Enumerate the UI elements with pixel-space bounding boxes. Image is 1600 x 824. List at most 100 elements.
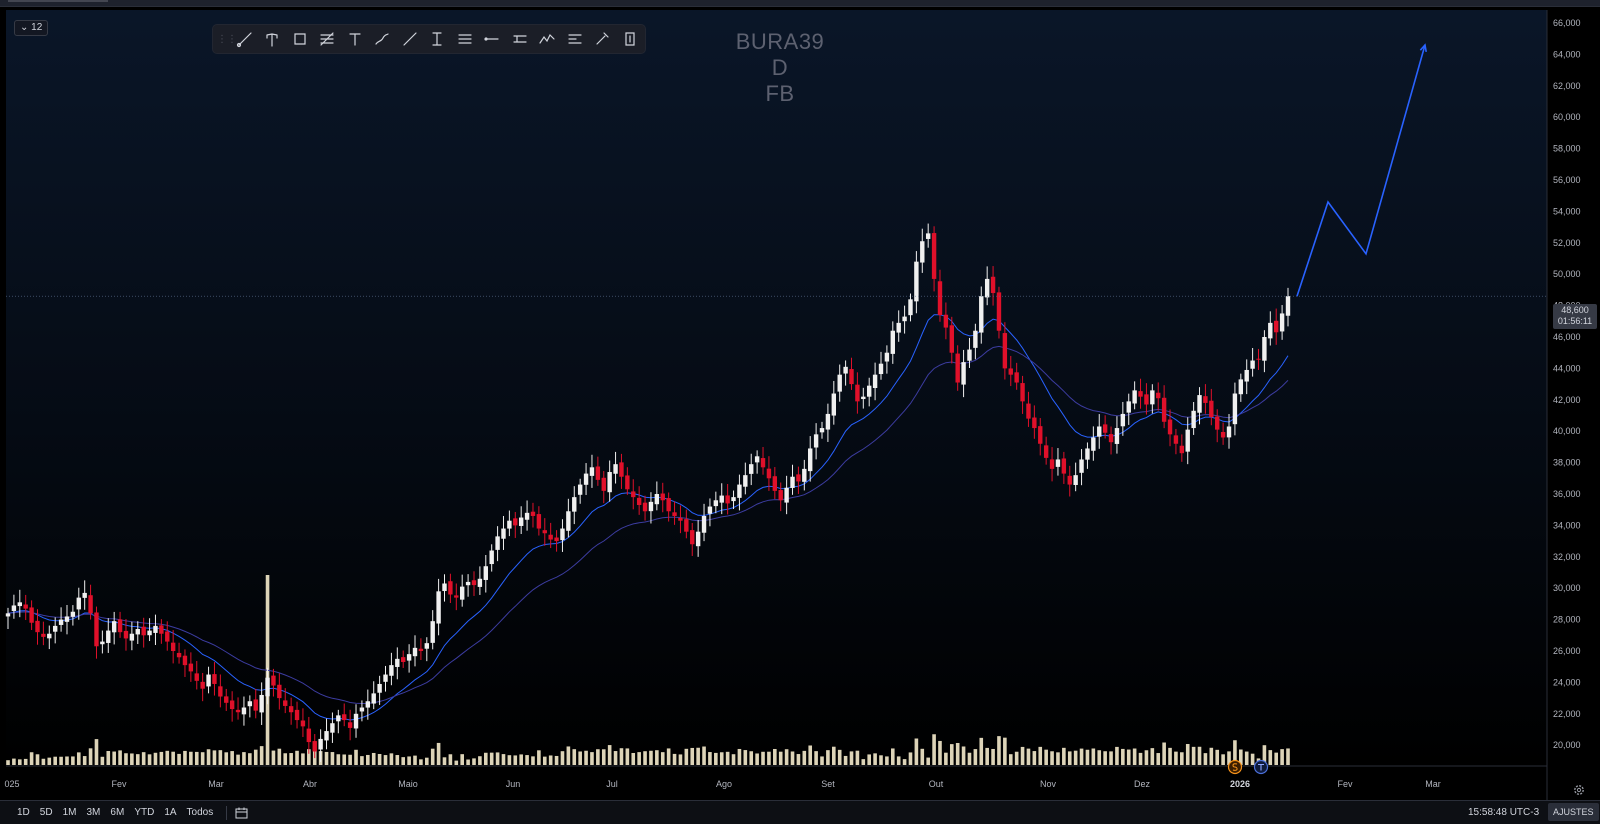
candle[interactable] [749,453,754,486]
candle[interactable] [595,456,601,486]
candle[interactable] [1067,465,1072,497]
candle[interactable] [642,495,648,521]
candle[interactable] [1061,451,1067,484]
candle[interactable] [1138,378,1143,409]
candle[interactable] [636,486,642,515]
candlesticks[interactable] [5,223,1291,762]
candle[interactable] [908,293,913,322]
candle[interactable] [766,456,772,491]
candle[interactable] [654,481,660,511]
brush-icon[interactable] [369,28,397,50]
candle[interactable] [855,372,860,414]
candle[interactable] [347,709,353,741]
candle[interactable] [377,675,382,705]
candle[interactable] [300,708,306,738]
candle[interactable] [41,621,46,646]
candle[interactable] [241,696,247,726]
candle[interactable] [1020,375,1025,414]
candle[interactable] [1156,382,1161,411]
candle[interactable] [1002,322,1008,380]
candle[interactable] [990,266,996,306]
range-1d-button[interactable]: 1D [17,807,30,818]
candle[interactable] [802,459,807,491]
candle[interactable] [1014,362,1019,390]
candle[interactable] [471,571,477,596]
candle[interactable] [701,503,707,542]
candle[interactable] [831,380,837,425]
candle[interactable] [288,697,294,725]
candle[interactable] [206,666,211,694]
candle[interactable] [247,695,253,718]
candle[interactable] [117,611,123,638]
candle[interactable] [395,647,400,680]
candle[interactable] [312,734,317,759]
candle[interactable] [937,269,943,322]
candle[interactable] [530,502,536,528]
candle[interactable] [1232,382,1238,436]
candle[interactable] [47,625,52,650]
candle[interactable] [1167,409,1173,447]
candle[interactable] [920,228,925,273]
candle[interactable] [837,364,842,402]
candle[interactable] [931,226,937,292]
candle[interactable] [695,519,701,557]
range-5d-button[interactable]: 5D [39,807,53,818]
candle[interactable] [743,462,748,495]
projection-path[interactable] [1296,43,1428,297]
earnings-marker-icon[interactable] [1253,759,1269,775]
candle[interactable] [1226,414,1232,449]
event-markers[interactable] [1227,759,1269,775]
candle[interactable] [436,578,441,636]
candle[interactable] [1262,330,1267,373]
candle[interactable] [430,610,435,650]
candle[interactable] [1097,414,1102,449]
range-1a-button[interactable]: 1A [164,807,177,818]
candle[interactable] [1120,401,1126,436]
candle[interactable] [713,491,719,514]
candle[interactable] [1279,305,1285,340]
candle[interactable] [111,611,117,645]
candle[interactable] [212,662,217,696]
ray-icon[interactable] [396,28,424,50]
candle[interactable] [684,509,689,539]
candle[interactable] [955,345,960,391]
dividend-marker-icon[interactable] [1227,759,1243,775]
candle[interactable] [1161,385,1167,429]
time-axis[interactable]: 025 Fev Mar Abr Maio Jun Jul Ago Set Out Nov Dez 202… [4,779,1440,789]
text-icon[interactable] [341,28,369,50]
candle[interactable] [666,492,671,522]
candle[interactable] [1085,442,1090,469]
projection-line[interactable] [1296,44,1426,297]
candle[interactable] [200,672,205,702]
window-tab[interactable] [8,0,108,2]
candle[interactable] [294,701,300,729]
candle[interactable] [412,635,418,667]
candle[interactable] [678,505,683,534]
candle[interactable] [566,498,571,538]
ma-slow-line[interactable] [7,345,1289,705]
candle[interactable] [1238,373,1244,402]
candle[interactable] [194,661,199,690]
candle[interactable] [459,574,465,607]
candle[interactable] [719,483,724,515]
candle[interactable] [1268,311,1273,346]
candle[interactable] [524,500,530,531]
candle[interactable] [1108,426,1114,455]
candle[interactable] [271,668,276,697]
candle[interactable] [872,362,878,401]
candle[interactable] [996,286,1002,339]
candle[interactable] [265,667,270,705]
candle[interactable] [819,421,825,439]
candle[interactable] [583,463,589,495]
candle[interactable] [1038,418,1043,456]
candle[interactable] [1256,348,1261,370]
range-ytd-button[interactable]: YTD [134,807,155,818]
candle[interactable] [182,649,188,677]
candle[interactable] [961,349,966,398]
candle[interactable] [625,467,630,495]
candle[interactable] [1043,436,1049,465]
candle[interactable] [1215,409,1220,443]
interval-badge[interactable]: ⌄ 12 [14,20,49,36]
candle[interactable] [35,609,40,645]
range-6m-button[interactable]: 6M [110,807,125,818]
